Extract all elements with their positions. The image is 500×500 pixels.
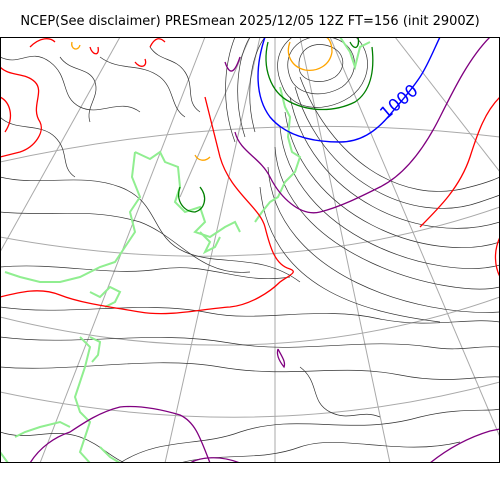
latitude-line xyxy=(0,125,500,163)
isobar xyxy=(0,336,500,350)
isobar xyxy=(494,236,500,278)
isobar xyxy=(279,126,500,269)
isobar xyxy=(259,186,441,323)
page-title: NCEP(See disclaimer) PRESmean 2025/12/05… xyxy=(20,14,480,29)
latitude-line xyxy=(0,296,500,346)
isobar xyxy=(267,166,500,313)
isobar xyxy=(265,41,374,111)
isobar xyxy=(287,37,355,95)
isobar xyxy=(287,37,333,71)
latitude-line xyxy=(0,381,500,418)
isobars-purple xyxy=(29,37,500,463)
isobar xyxy=(0,265,291,280)
coastline xyxy=(199,231,221,255)
isobar-label-1000: 1000 xyxy=(376,81,422,124)
isobar xyxy=(29,405,211,463)
isobar xyxy=(257,37,441,143)
isobar xyxy=(225,37,236,143)
isobar xyxy=(429,428,500,463)
coastline xyxy=(254,86,302,223)
coastline xyxy=(89,336,102,363)
isobar xyxy=(234,37,491,214)
isobar xyxy=(149,38,166,48)
isobar xyxy=(299,366,381,418)
isobar xyxy=(0,176,301,283)
isobar xyxy=(298,44,344,82)
longitude-line xyxy=(394,37,500,173)
isobar xyxy=(89,46,99,55)
isobar xyxy=(0,96,294,315)
coastline xyxy=(339,37,371,71)
isobars-red xyxy=(0,38,500,315)
coastline xyxy=(4,151,142,283)
isobar xyxy=(224,56,241,72)
isobar xyxy=(0,66,42,158)
isobar xyxy=(0,362,500,380)
isobar xyxy=(0,116,76,178)
coastline xyxy=(0,451,9,463)
coastline xyxy=(89,285,122,308)
isobar xyxy=(277,37,368,108)
isobar-1000 xyxy=(257,37,441,143)
pressure-map: 1000 xyxy=(0,37,500,463)
isobar xyxy=(349,37,360,49)
isobar xyxy=(134,58,147,67)
longitude-line xyxy=(299,37,391,463)
isobar xyxy=(59,56,97,123)
isobar xyxy=(274,146,500,290)
coastlines xyxy=(0,37,371,463)
isobar xyxy=(178,186,206,213)
isobar xyxy=(276,348,286,369)
coastline xyxy=(134,150,241,239)
isobar xyxy=(71,41,81,50)
map-panel: 1000 xyxy=(0,37,500,463)
isobars-green xyxy=(178,37,374,213)
isobar xyxy=(99,56,186,118)
isobar xyxy=(179,441,461,463)
isobar xyxy=(289,96,500,229)
longitude-line xyxy=(329,37,500,438)
longitude-line xyxy=(179,37,251,198)
isobar xyxy=(0,431,126,463)
isobar xyxy=(237,37,251,138)
longitude-line xyxy=(0,37,121,253)
coastline xyxy=(14,420,71,438)
coastline xyxy=(73,336,92,463)
isobars-orange xyxy=(71,37,333,161)
isobar xyxy=(299,76,500,192)
isobar xyxy=(0,55,141,113)
longitude-line xyxy=(164,37,261,463)
latitude-line xyxy=(0,206,500,257)
isobars-thin xyxy=(0,37,500,463)
isobar xyxy=(249,37,266,133)
isobar xyxy=(149,46,201,113)
isobar xyxy=(194,154,211,161)
isobar xyxy=(284,111,500,248)
coastline xyxy=(99,446,121,463)
isobar xyxy=(119,408,500,463)
isobar xyxy=(419,96,500,228)
isobar xyxy=(0,306,500,324)
isobar xyxy=(189,457,241,463)
isobar xyxy=(0,96,12,133)
isobar xyxy=(29,38,56,48)
isobar xyxy=(0,211,251,273)
